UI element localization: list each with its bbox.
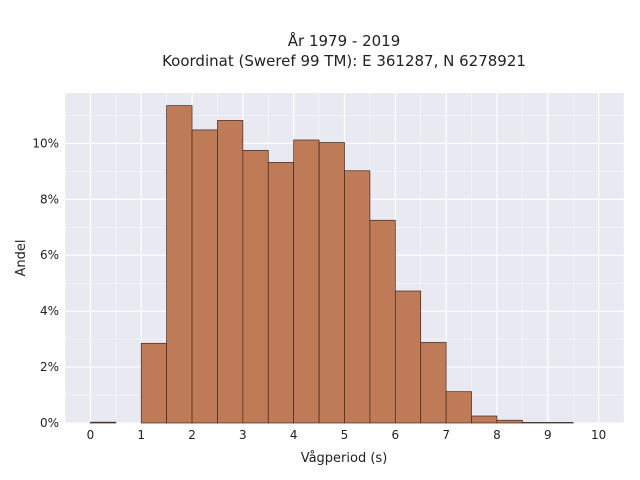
histogram-bar — [191, 129, 218, 424]
histogram-bar — [522, 422, 549, 424]
y-tick-label: 0% — [40, 416, 59, 430]
y-axis-label: Andel — [14, 240, 29, 277]
y-tick-label: 6% — [40, 248, 59, 262]
y-tick-label: 2% — [40, 360, 59, 374]
y-tick-label: 8% — [40, 192, 59, 206]
x-axis-label: Vågperiod (s) — [301, 451, 388, 466]
histogram-bar — [242, 149, 269, 424]
y-tick-label: 10% — [32, 136, 59, 150]
histogram-bar — [547, 422, 574, 424]
chart-subtitle: Koordinat (Sweref 99 TM): E 361287, N 62… — [162, 52, 526, 70]
x-tick-label: 8 — [493, 428, 501, 442]
x-tick-label: 9 — [544, 428, 552, 442]
histogram-bar — [318, 142, 345, 424]
histogram-bar — [140, 342, 167, 424]
chart-title: År 1979 - 2019 — [288, 31, 401, 50]
x-axis-ticks: 0 1 2 3 4 5 6 7 8 9 10 — [87, 428, 607, 442]
histogram-bar — [267, 162, 295, 424]
x-tick-label: 10 — [591, 428, 606, 442]
x-tick-label: 3 — [239, 428, 247, 442]
histogram-bars — [90, 105, 574, 424]
y-axis-ticks: 0% 2% 4% 6% 8% 10% — [32, 136, 59, 430]
histogram-bar — [90, 421, 117, 424]
histogram-bar — [166, 105, 193, 424]
x-tick-label: 0 — [87, 428, 95, 442]
histogram-bar — [471, 415, 498, 424]
x-tick-label: 6 — [391, 428, 399, 442]
x-tick-label: 5 — [341, 428, 349, 442]
x-tick-label: 2 — [188, 428, 196, 442]
x-tick-label: 7 — [442, 428, 450, 442]
histogram-bar — [217, 120, 244, 424]
histogram-bar — [445, 391, 472, 424]
y-tick-label: 4% — [40, 304, 59, 318]
histogram-bar — [496, 419, 523, 424]
x-tick-label: 4 — [290, 428, 298, 442]
histogram-bar — [293, 139, 320, 424]
histogram-bar — [420, 342, 447, 424]
histogram-bar — [394, 290, 422, 424]
x-tick-label: 1 — [137, 428, 145, 442]
histogram-bar — [344, 170, 371, 424]
histogram-bar — [369, 219, 396, 424]
